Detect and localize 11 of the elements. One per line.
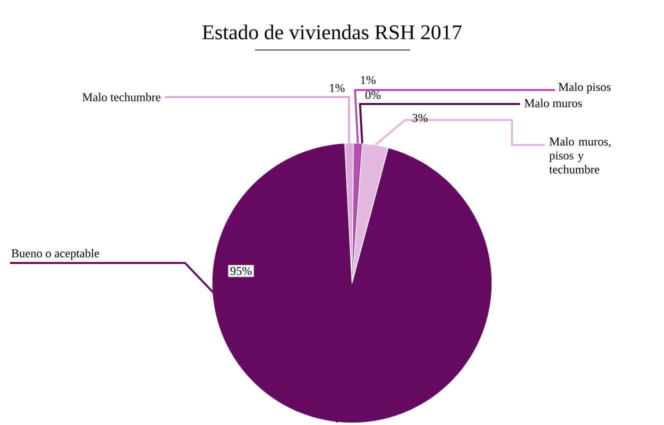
data-label: 1% — [330, 84, 345, 92]
slice-label: Malo techumbre — [82, 92, 160, 102]
data-label: 95% — [230, 266, 252, 276]
data-label: 3% — [412, 114, 428, 122]
category-label: Malo muros — [524, 98, 582, 108]
data-label: 1% — [361, 76, 376, 84]
chart-title: Estado de viviendas RSH 2017 — [202, 24, 462, 40]
slice-label: Bueno o aceptable — [12, 248, 100, 260]
text: 0% — [365, 90, 381, 100]
slice-label: Malo muros, pisos y techumbre — [549, 137, 611, 174]
slice-label: Malo pisos — [558, 82, 611, 94]
